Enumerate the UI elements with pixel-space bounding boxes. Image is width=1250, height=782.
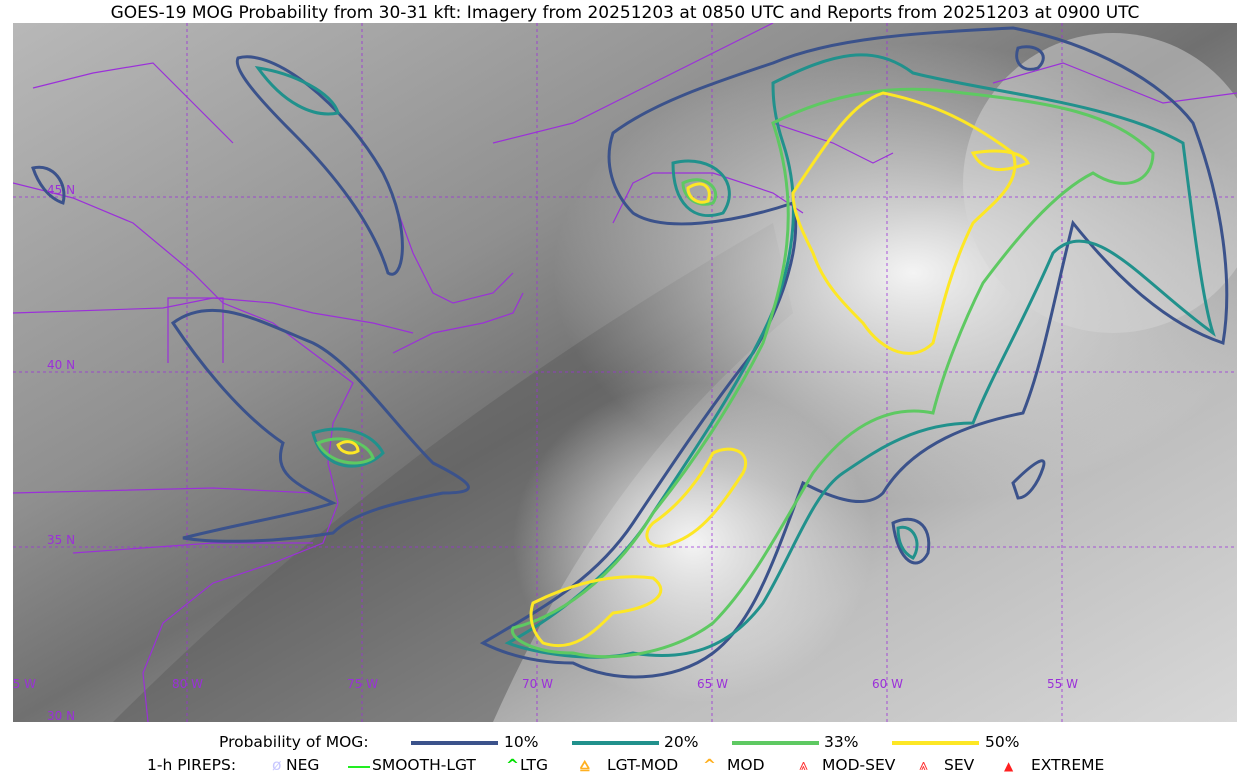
lon-label: 60 W (872, 677, 903, 691)
legend-label: SEV (944, 756, 975, 774)
lon-label: 85 W (13, 677, 36, 691)
longitude-labels: 85 W 80 W 75 W 70 W 65 W 60 W 55 W (13, 677, 1078, 691)
political-boundaries (13, 23, 1237, 722)
neg-icon: ø (272, 756, 282, 774)
lon-label: 70 W (522, 677, 553, 691)
ltg-caret-icon: ^ (506, 756, 519, 774)
latitude-labels: 45 N 40 N 35 N 30 N (47, 183, 75, 722)
legend-label: LGT-MOD (607, 756, 679, 774)
legend-swatch-50 (892, 741, 979, 745)
legend-label: LTG (520, 756, 548, 774)
legend-label: 10% (504, 733, 539, 751)
sev-icon: ⩓ (919, 756, 928, 774)
lon-label: 75 W (347, 677, 378, 691)
mod-caret-icon: ^ (703, 756, 716, 774)
probability-legend-title: Probability of MOG: (219, 733, 369, 751)
legend-swatch-33 (732, 741, 819, 745)
legend-label: MOD (727, 756, 765, 774)
legend-label: 50% (985, 733, 1020, 751)
chart-title: GOES-19 MOG Probability from 30-31 kft: … (110, 3, 1140, 23)
legend-swatch-10 (411, 741, 498, 745)
contour-50pct (336, 91, 1031, 648)
contour-20pct (254, 53, 1216, 659)
lat-label: 35 N (47, 533, 75, 547)
legend-label: 33% (824, 733, 859, 751)
legend-label: 20% (664, 733, 699, 751)
contour-33pct (315, 87, 1155, 659)
lat-label: 30 N (47, 709, 75, 722)
lon-label: 65 W (697, 677, 728, 691)
pirep-legend-title: 1-h PIREPS: (147, 756, 237, 774)
extreme-triangle-icon: ▲ (1004, 759, 1014, 773)
lon-label: 80 W (172, 677, 203, 691)
lon-label: 55 W (1047, 677, 1078, 691)
legend-swatch-20 (572, 741, 659, 745)
mod-sev-icon: ⩓ (799, 756, 808, 774)
cloud-band (963, 33, 1237, 333)
smooth-lgt-icon (348, 766, 370, 768)
legend-label: EXTREME (1031, 756, 1105, 774)
lgt-mod-caret-bar-icon: ⩠ (580, 756, 590, 774)
legend-label: SMOOTH-LGT (372, 756, 476, 774)
legend-label: MOD-SEV (822, 756, 896, 774)
legend-label: NEG (286, 756, 320, 774)
lat-label: 45 N (47, 183, 75, 197)
satellite-map: 85 W 80 W 75 W 70 W 65 W 60 W 55 W 45 N … (13, 23, 1237, 722)
lat-label: 40 N (47, 358, 75, 372)
